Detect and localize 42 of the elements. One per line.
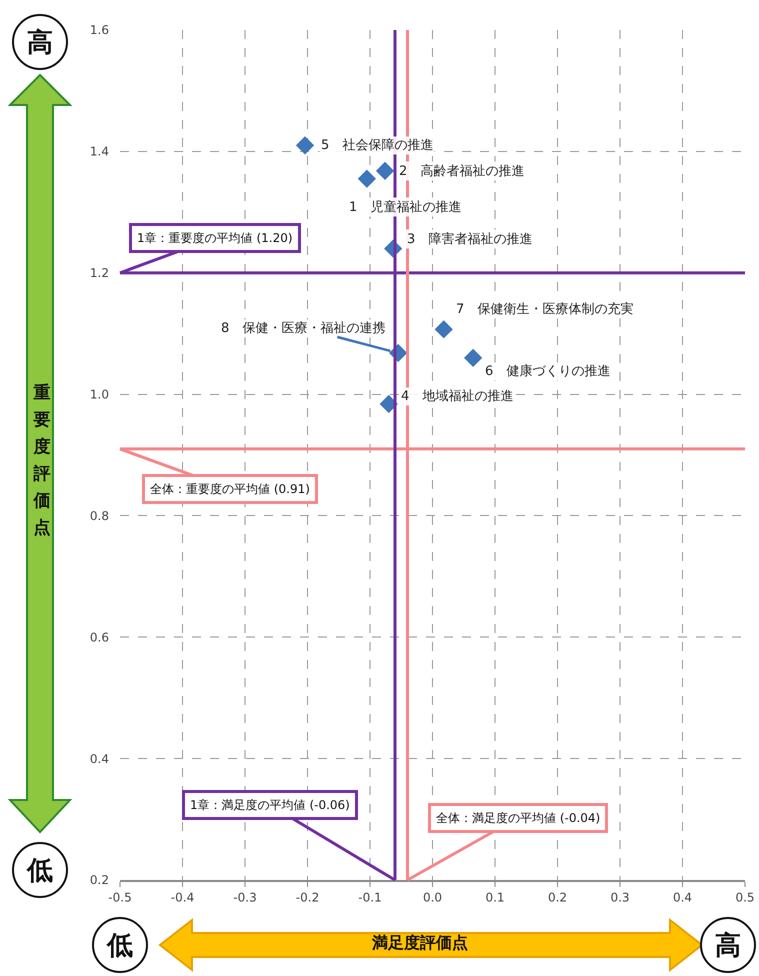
x-tick-label: 0.0 [422, 890, 442, 904]
y-tick-label: 1.0 [90, 387, 109, 402]
y-tick-label: 1.6 [90, 23, 109, 38]
annotation: 2 高齢者福祉の推進 [399, 163, 524, 179]
annotation: 3 障害者福祉の推進 [407, 231, 532, 247]
x-tick-label: -0.2 [296, 890, 320, 904]
annotation: 6 健康づくりの推進 [485, 364, 610, 379]
y-axis-title: 重要度評価点 [32, 382, 52, 540]
annotation: 8 保健・医療・福祉の連携 [221, 321, 386, 336]
x-axis-title: 満足度評価点 [371, 933, 469, 954]
text: 低 [12, 842, 68, 898]
point [358, 170, 376, 188]
y-tick-label: 0.8 [90, 508, 109, 523]
y-tick-label: 1.2 [90, 266, 109, 280]
text: 高 [12, 14, 68, 70]
x-tick-label: 0.3 [610, 890, 630, 904]
text: 低 [92, 917, 148, 973]
point [376, 162, 394, 180]
x-tick-label: 0.4 [672, 890, 692, 904]
x-tick-label: -0.5 [108, 890, 132, 904]
x-tick-label: -0.3 [233, 890, 257, 904]
ref-line-label: 全体：満足度の平均値 (-0.04) [436, 811, 600, 825]
x-tick-label: -0.1 [358, 890, 382, 904]
x-tick-label: 0.2 [548, 890, 568, 904]
y-tick-label: 0.4 [90, 752, 109, 766]
y-tick-label: 1.4 [90, 144, 109, 159]
x-tick-label: -0.4 [170, 890, 194, 904]
text: 高 [700, 917, 756, 973]
annotation: 5 社会保障の推進 [321, 138, 434, 153]
ref-line-label: 1章：満足度の平均値 (-0.06) [190, 798, 350, 812]
annotation: 7 保健衛生・医療体制の充実 [456, 301, 634, 317]
ref-line-label: 全体：重要度の平均値 (0.91) [150, 482, 310, 496]
y-tick-label: 0.6 [90, 630, 109, 644]
point [464, 348, 482, 367]
y-tick-label: 0.2 [90, 873, 109, 888]
annotation: 1 児童福祉の推進 [349, 199, 462, 215]
ref-line-label: 1章：重要度の平均値 (1.20) [137, 231, 293, 245]
x-tick-label: 0.5 [735, 890, 755, 904]
point [434, 320, 453, 338]
annotation: 4 地域福祉の推進 [401, 389, 514, 404]
x-tick-label: 0.1 [485, 890, 505, 904]
point [296, 136, 314, 154]
